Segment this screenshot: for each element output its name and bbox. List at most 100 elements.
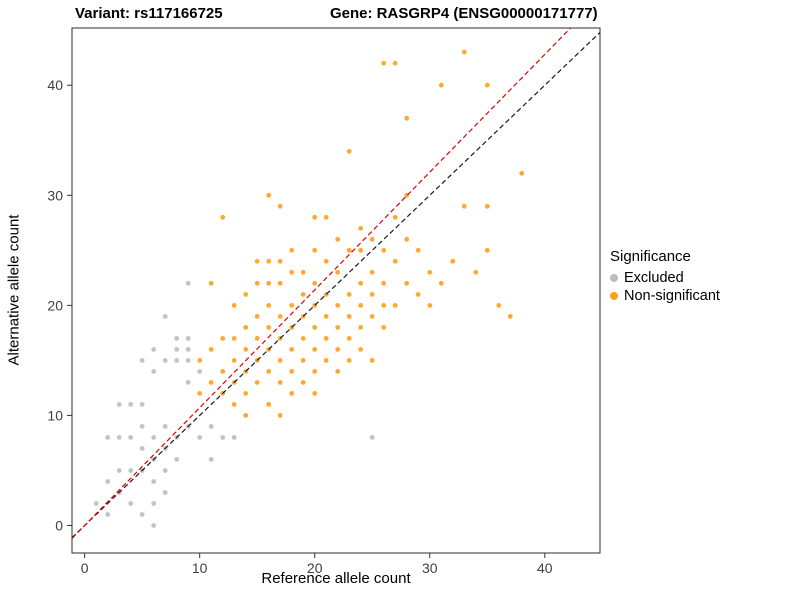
data-point <box>231 358 237 363</box>
data-point <box>231 336 237 341</box>
data-point <box>277 413 283 418</box>
excluded-point-icon <box>610 274 618 282</box>
data-point <box>174 457 180 462</box>
data-point <box>519 170 525 176</box>
reference-lines <box>72 28 600 539</box>
data-point <box>197 369 203 374</box>
y-tick-label: 40 <box>47 77 63 93</box>
data-point <box>266 369 272 374</box>
data-point <box>381 60 387 66</box>
data-point <box>369 314 375 319</box>
data-point <box>484 82 490 88</box>
data-point <box>358 303 364 308</box>
data-point <box>335 236 341 242</box>
data-point <box>243 347 249 352</box>
data-point <box>404 115 410 121</box>
data-point <box>243 292 249 297</box>
data-point <box>438 280 444 286</box>
data-point <box>484 247 490 253</box>
data-point <box>128 402 134 407</box>
legend-item-excluded: Excluded <box>610 269 720 287</box>
x-tick-label: 10 <box>192 560 208 576</box>
data-point <box>139 402 145 407</box>
data-point <box>289 247 295 253</box>
data-point <box>128 435 134 440</box>
data-point <box>289 391 295 396</box>
data-point <box>427 269 433 275</box>
data-point <box>323 314 329 319</box>
data-point <box>335 303 341 308</box>
data-point <box>254 258 260 264</box>
data-point <box>266 402 272 407</box>
data-point <box>151 347 157 352</box>
data-point <box>358 247 364 253</box>
data-point <box>231 402 237 407</box>
data-point <box>404 236 410 242</box>
data-point <box>185 336 191 341</box>
data-point <box>243 325 249 330</box>
x-tick-label: 0 <box>81 560 89 576</box>
data-point <box>151 523 157 528</box>
data-point <box>346 336 352 341</box>
data-point <box>174 336 180 341</box>
x-axis: 0 10 20 30 40 <box>81 553 553 576</box>
fitted-line <box>72 28 572 539</box>
data-point <box>461 49 467 55</box>
x-tick-label: 30 <box>422 560 438 576</box>
data-point <box>300 269 306 275</box>
data-point <box>323 258 329 264</box>
data-point <box>289 347 295 352</box>
data-point <box>392 214 398 220</box>
data-point <box>162 490 168 495</box>
legend-label-non-significant: Non-significant <box>624 288 720 304</box>
data-point <box>208 347 214 352</box>
data-point <box>151 369 157 374</box>
data-point <box>231 435 237 440</box>
data-point <box>335 347 341 352</box>
data-point <box>300 358 306 363</box>
data-point <box>369 292 375 297</box>
data-point <box>335 325 341 330</box>
data-point <box>323 358 329 363</box>
data-point <box>243 391 249 396</box>
data-point <box>450 258 456 264</box>
data-point <box>415 292 421 297</box>
data-point <box>174 347 180 352</box>
data-point <box>93 501 99 506</box>
data-point <box>277 358 283 363</box>
data-point <box>185 380 191 385</box>
x-axis-label: Reference allele count <box>261 570 411 587</box>
data-point <box>277 380 283 385</box>
data-point <box>277 258 283 264</box>
data-point <box>312 247 318 253</box>
data-point <box>335 269 341 275</box>
data-point <box>185 358 191 363</box>
data-point <box>335 369 341 374</box>
data-point <box>404 280 410 286</box>
data-point <box>139 424 145 429</box>
data-point <box>358 347 364 352</box>
data-point <box>507 314 513 319</box>
data-point <box>323 336 329 341</box>
data-point <box>277 280 283 286</box>
y-axis-label: Alternative allele count <box>5 214 23 366</box>
y-tick-label: 30 <box>47 187 63 203</box>
data-point <box>427 303 433 308</box>
data-point <box>105 512 111 517</box>
data-point <box>208 424 214 429</box>
data-point <box>392 60 398 66</box>
data-point <box>415 247 421 253</box>
data-point <box>381 247 387 253</box>
x-tick-label: 40 <box>537 560 553 576</box>
data-point <box>277 203 283 209</box>
data-point <box>254 314 260 319</box>
data-point <box>346 314 352 319</box>
data-point <box>484 203 490 209</box>
data-point <box>312 391 318 396</box>
data-point <box>254 336 260 341</box>
data-point <box>162 358 168 363</box>
data-point <box>289 303 295 308</box>
data-point <box>300 336 306 341</box>
data-point <box>346 247 352 253</box>
